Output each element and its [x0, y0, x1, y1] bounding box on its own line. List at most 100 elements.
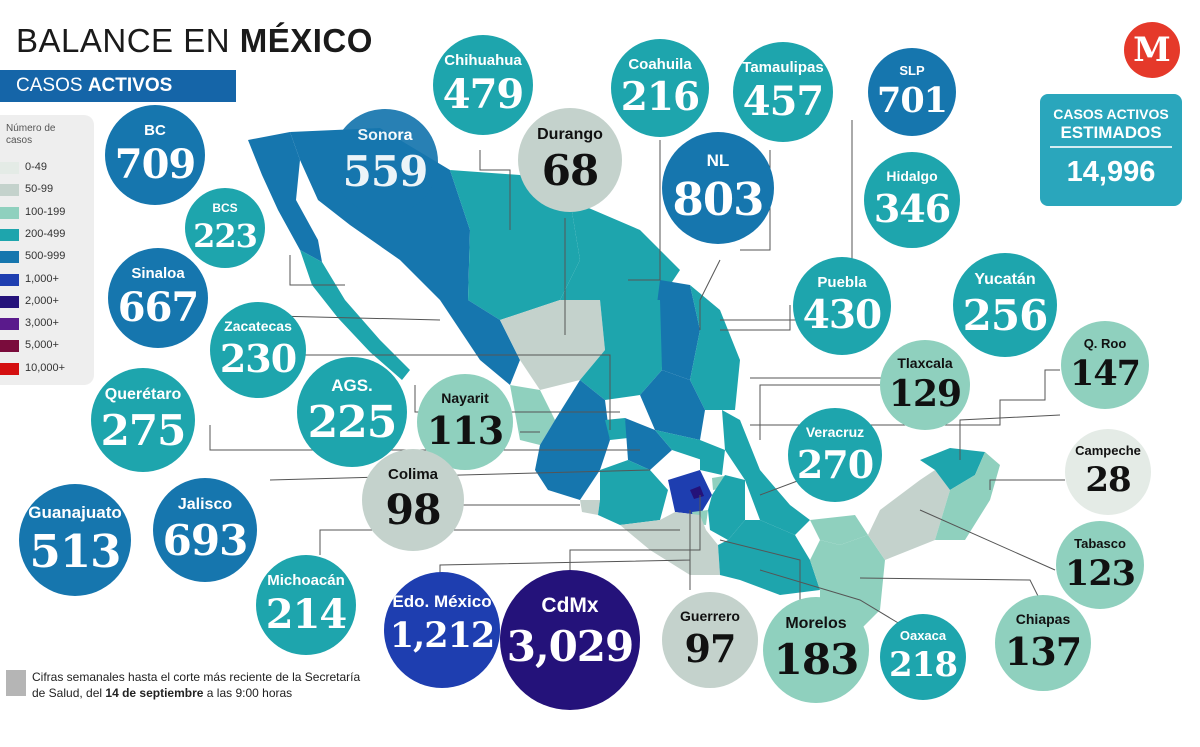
state-case-count: 559: [342, 147, 429, 196]
legend-swatch: [0, 318, 19, 331]
note-swatch: [6, 670, 26, 696]
region-nl: [655, 280, 700, 380]
state-case-count: 113: [426, 408, 504, 453]
state-name: Coahuila: [628, 56, 692, 73]
map-legend: Número de casos 0-49 50-99 100-199 200-499 5…: [0, 115, 94, 385]
region-slp: [640, 370, 705, 440]
state-name: Colima: [387, 466, 438, 483]
state-bubble: SLP 701: [868, 48, 956, 136]
legend-item: 5,000+: [0, 336, 94, 356]
state-name: Tabasco: [1074, 536, 1126, 551]
state-case-count: 230: [219, 336, 297, 381]
legend-item: 1,000+: [0, 270, 94, 290]
total-divider: [1050, 146, 1172, 148]
state-bubble: Guerrero 97: [662, 592, 758, 688]
state-bubble: Zacatecas 230: [210, 302, 306, 398]
legend-item: 100-199: [0, 203, 94, 223]
region-veracruz: [722, 410, 810, 535]
legend-item: 0-49: [0, 158, 94, 178]
region-bc: [248, 132, 322, 262]
state-case-count: 123: [1064, 553, 1136, 594]
legend-label: 0-49: [25, 161, 48, 173]
legend-swatch: [0, 295, 19, 308]
state-case-count: 803: [672, 173, 765, 226]
legend-title: Número de casos: [6, 123, 56, 146]
state-bubble: Chiapas 137: [995, 595, 1091, 691]
state-bubble: Puebla 430: [793, 257, 891, 355]
region-hidalgo: [700, 440, 725, 475]
legend-swatch: [0, 206, 19, 219]
state-bubble: Sonora 559: [332, 109, 438, 215]
region-jalisco: [535, 380, 610, 500]
region-michoacan: [598, 460, 668, 525]
legend-swatch: [0, 273, 19, 286]
state-case-count: 218: [889, 645, 958, 685]
state-bubble: Colima 98: [362, 449, 464, 551]
state-name: Zacatecas: [224, 318, 292, 334]
state-bubble: Chihuahua 479: [433, 35, 533, 135]
legend-label: 200-499: [25, 227, 66, 240]
region-zacatecas: [580, 300, 662, 400]
state-name: Guanajuato: [28, 503, 122, 522]
region-edomex: [668, 470, 712, 515]
state-name: Sinaloa: [131, 265, 185, 282]
state-name: Campeche: [1075, 443, 1141, 458]
state-bubble: BCS 223: [185, 188, 265, 268]
state-name: BC: [144, 122, 166, 139]
state-bubble: Tlaxcala 129: [880, 340, 970, 430]
region-qroo: [935, 452, 1000, 540]
region-guanajuato: [625, 418, 672, 470]
state-bubble: Guanajuato 513: [19, 484, 131, 596]
state-case-count: 3,029: [506, 622, 635, 671]
state-name: Veracruz: [805, 424, 865, 440]
legend-label: 10,000+: [25, 361, 66, 374]
state-bubble: Q. Roo 147: [1061, 321, 1149, 409]
legend-swatch: [0, 340, 19, 353]
legend-swatch: [0, 251, 19, 264]
state-name: Q. Roo: [1083, 336, 1127, 351]
state-case-count: 701: [876, 80, 948, 121]
total-active-cases-box: CASOS ACTIVOS ESTIMADOS 14,996: [1040, 94, 1182, 206]
state-bubble: Morelos 183: [763, 597, 869, 703]
region-chihuahua: [450, 170, 580, 320]
state-name: NL: [706, 151, 730, 170]
state-name: Guerrero: [680, 608, 740, 624]
state-name: AGS.: [331, 376, 373, 395]
region-bcs: [300, 250, 410, 380]
state-name: Chihuahua: [444, 52, 522, 69]
legend-label: 1,000+: [25, 272, 59, 285]
state-name: BCS: [212, 201, 238, 215]
state-name: Michoacán: [267, 572, 345, 589]
state-name: Yucatán: [974, 271, 1036, 288]
state-case-count: 129: [888, 373, 962, 415]
state-case-count: 225: [307, 397, 398, 448]
state-bubble: Nayarit 113: [417, 374, 513, 470]
state-name: Querétaro: [104, 386, 182, 403]
state-bubble: Campeche 28: [1065, 429, 1151, 515]
state-bubble: Edo. México 1,212: [384, 572, 500, 688]
legend-label: 500-999: [25, 250, 66, 263]
state-bubble: BC 709: [105, 105, 205, 205]
state-name: Sonora: [357, 127, 413, 144]
state-name: Nayarit: [441, 390, 489, 406]
state-bubble: Jalisco 693: [153, 478, 257, 582]
region-oaxaca: [718, 520, 820, 595]
state-case-count: 183: [773, 635, 860, 684]
legend-item: 10,000+: [0, 359, 94, 379]
region-ags: [605, 418, 628, 440]
state-case-count: 214: [265, 591, 348, 638]
legend-swatch: [0, 162, 19, 174]
state-name: Morelos: [785, 615, 847, 632]
state-case-count: 68: [541, 146, 599, 195]
map-regions: [248, 128, 1000, 640]
region-guerrero: [620, 512, 720, 575]
region-puebla: [708, 475, 745, 540]
legend-label: 100-199: [25, 205, 66, 218]
state-name: Edo. México: [392, 592, 492, 611]
state-bubble: CdMx 3,029: [500, 570, 640, 710]
state-bubble: Hidalgo 346: [864, 152, 960, 248]
state-bubble: Tabasco 123: [1056, 521, 1144, 609]
state-bubble: NL 803: [662, 132, 774, 244]
publisher-logo: M: [1124, 22, 1180, 78]
